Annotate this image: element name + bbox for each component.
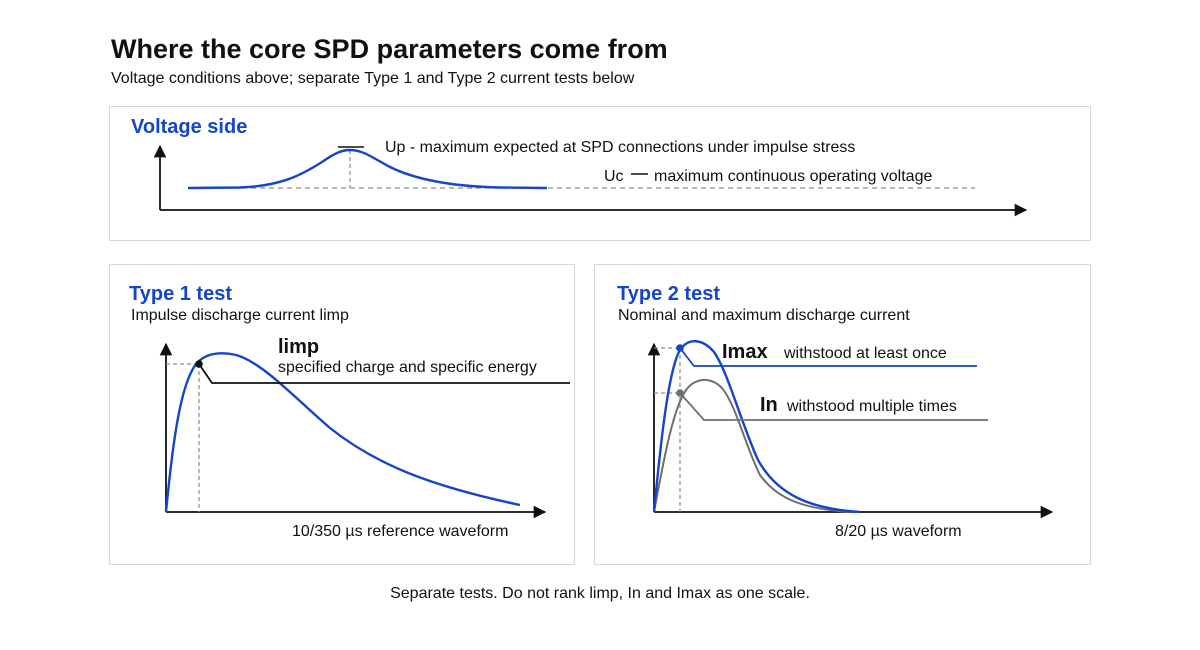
limp-label: limp: [278, 336, 319, 358]
type2-diagram: Imax withstood at least once In withstoo…: [647, 340, 1054, 540]
type1-leader-line: [198, 363, 570, 384]
voltage-impulse-curve: [187, 148, 548, 190]
type1-waveform-label: 10/350 µs reference waveform: [292, 523, 508, 540]
uc-description: maximum continuous operating voltage: [654, 168, 932, 185]
imax-peak-dot: [676, 344, 684, 352]
imax-leader-line: [679, 347, 977, 367]
footnote: Separate tests. Do not rank limp, In and…: [390, 585, 810, 602]
type1-panel-subtitle: Impulse discharge current limp: [131, 307, 349, 324]
uc-label: Uc: [604, 168, 624, 185]
voltage-panel: [109, 106, 1091, 241]
type1-diagram: limp specified charge and specific energ…: [159, 336, 570, 540]
page-subtitle: Voltage conditions above; separate Type …: [111, 70, 635, 87]
type2-waveform-label: 8/20 µs waveform: [835, 523, 962, 540]
up-label: Up - maximum expected at SPD connections…: [385, 139, 855, 156]
in-waveform-curve: [653, 379, 851, 513]
type2-panel: [594, 264, 1091, 565]
voltage-diagram: Up - maximum expected at SPD connections…: [153, 139, 1028, 217]
voltage-panel-title: Voltage side: [131, 116, 248, 138]
page-title: Where the core SPD parameters come from: [111, 34, 668, 64]
in-description: withstood multiple times: [786, 398, 957, 415]
imax-waveform-curve: [652, 340, 861, 514]
type1-panel-title: Type 1 test: [129, 283, 232, 305]
imax-label: Imax: [722, 341, 768, 363]
imax-description: withstood at least once: [783, 345, 947, 362]
type1-waveform-curve: [164, 352, 521, 513]
in-peak-dot: [676, 389, 684, 397]
type1-peak-dot: [195, 360, 203, 368]
in-label: In: [760, 394, 778, 416]
type1-panel: [109, 264, 575, 565]
limp-description: specified charge and specific energy: [278, 359, 537, 376]
in-leader-line: [679, 392, 988, 421]
type2-panel-subtitle: Nominal and maximum discharge current: [618, 307, 910, 324]
type2-panel-title: Type 2 test: [617, 283, 720, 305]
